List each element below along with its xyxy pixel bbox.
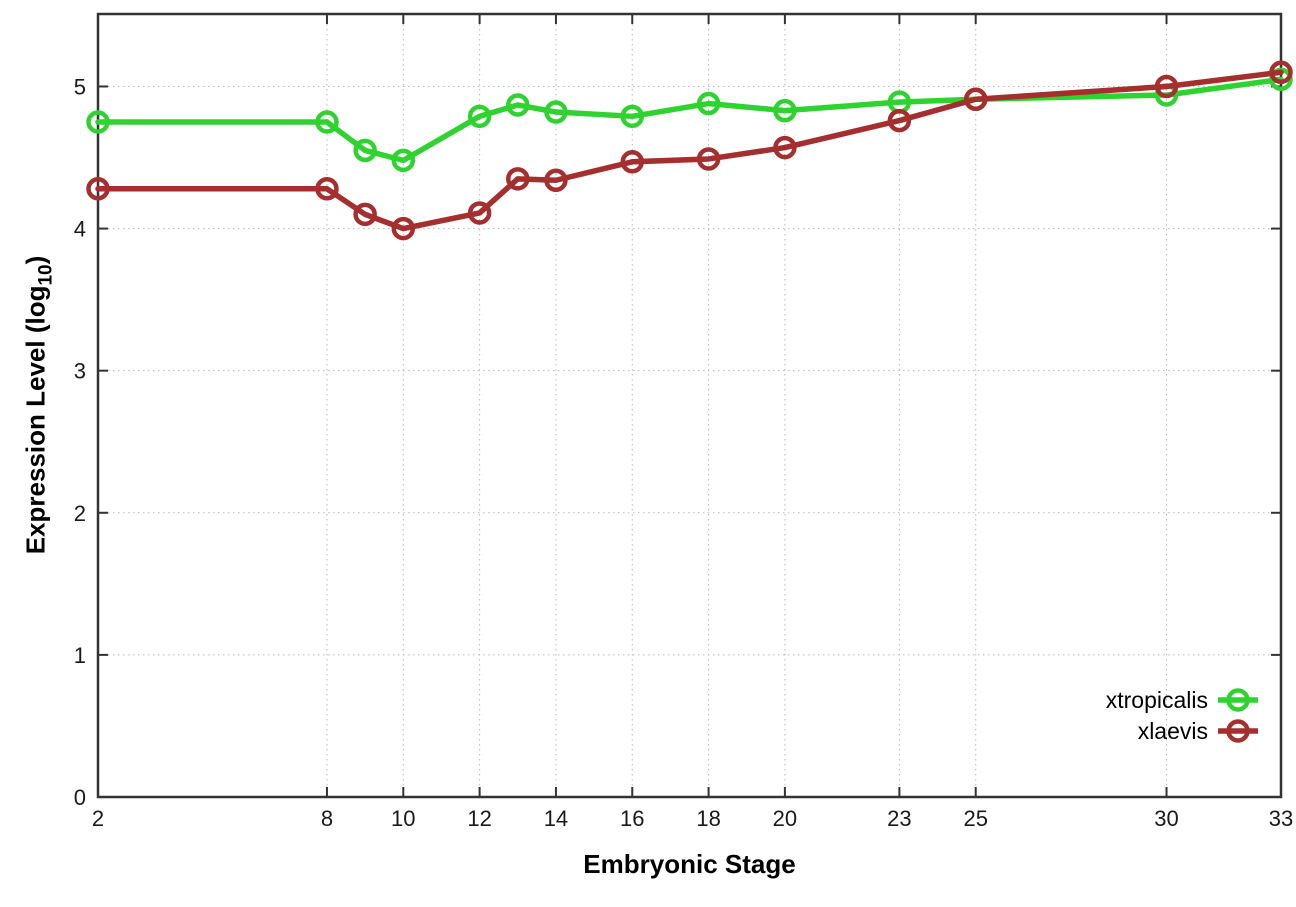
data-point-xlaevis [315, 177, 339, 201]
data-point-xtropicalis [86, 110, 110, 134]
data-point-xtropicalis [773, 98, 797, 123]
data-point-xtropicalis [544, 100, 568, 124]
data-point-xtropicalis [467, 104, 492, 129]
y-axis-title-close: ) [20, 255, 51, 265]
y-tick-label: 2 [74, 501, 86, 526]
series-line-xlaevis [95, 69, 1284, 232]
y-tick-label: 4 [74, 217, 86, 242]
y-axis-title-main: Expression Level (log [20, 285, 51, 555]
data-point-xlaevis [353, 202, 377, 227]
data-point-xtropicalis [620, 104, 645, 129]
data-point-xlaevis [773, 135, 797, 160]
x-tick-label: 2 [92, 806, 104, 831]
legend-marker-xtropicalis [1226, 688, 1250, 712]
data-point-xlaevis [506, 167, 530, 191]
x-tick-label: 8 [321, 806, 333, 831]
data-point-xlaevis [391, 216, 416, 241]
plot-border [96, 12, 1283, 799]
x-axis-title: Embryonic Stage [583, 849, 796, 879]
x-tick-label: 33 [1269, 806, 1293, 831]
data-point-xlaevis [620, 150, 645, 174]
data-point-xtropicalis [353, 138, 377, 163]
x-tick-label: 12 [467, 806, 491, 831]
legend-marker-xlaevis [1226, 719, 1250, 743]
y-tick-label: 0 [74, 785, 86, 810]
data-point-xtropicalis [391, 148, 416, 173]
legend-label-xtropicalis: xtropicalis [1106, 687, 1208, 713]
y-tick-label: 3 [74, 359, 86, 384]
x-tick-label: 16 [620, 806, 644, 831]
x-tick-label: 30 [1154, 806, 1178, 831]
y-axis-title: Expression Level (log10) [20, 255, 57, 555]
data-point-xlaevis [1154, 74, 1179, 99]
data-point-xlaevis [86, 177, 110, 201]
data-point-xtropicalis [506, 93, 530, 117]
x-tick-label: 23 [887, 806, 911, 831]
series-line-xtropicalis [95, 76, 1284, 164]
x-tick-label: 14 [544, 806, 568, 831]
x-tick-label: 10 [391, 806, 415, 831]
data-point-xtropicalis [696, 91, 721, 116]
data-point-xlaevis [467, 201, 492, 225]
y-axis-title-subscript: 10 [35, 264, 57, 286]
data-point-xlaevis [1269, 60, 1293, 85]
x-tick-label: 20 [773, 806, 797, 831]
data-point-xlaevis [696, 147, 721, 171]
legend-label-xlaevis: xlaevis [1138, 718, 1208, 744]
x-tick-label: 25 [963, 806, 987, 831]
x-tick-label: 18 [696, 806, 720, 831]
data-point-xlaevis [963, 87, 988, 112]
data-point-xlaevis [887, 108, 912, 133]
data-point-xtropicalis [315, 110, 339, 134]
data-point-xlaevis [544, 168, 568, 193]
y-tick-label: 1 [74, 643, 86, 668]
y-tick-label: 5 [74, 74, 86, 99]
